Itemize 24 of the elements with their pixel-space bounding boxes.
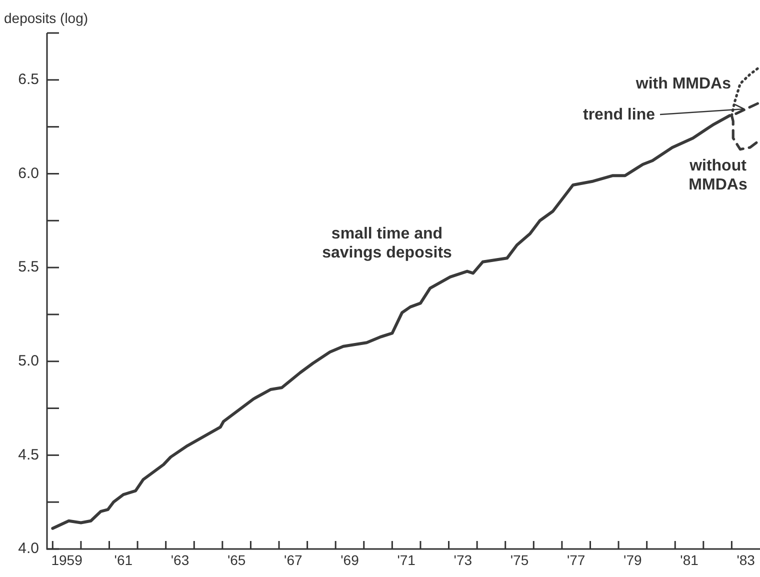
x-tick-label: '83 bbox=[736, 552, 756, 568]
x-tick-label: '73 bbox=[454, 552, 472, 568]
x-tick-label: '81 bbox=[680, 552, 699, 568]
series-label: small time and savings deposits bbox=[322, 225, 452, 262]
x-tick-label: '71 bbox=[397, 552, 416, 568]
x-tick-label: '67 bbox=[284, 552, 302, 568]
series-label: without MMDAs bbox=[688, 157, 748, 194]
y-tick-label: 5.0 bbox=[18, 352, 39, 370]
x-tick-label: '61 bbox=[114, 552, 133, 568]
y-tick-label: 4.5 bbox=[18, 446, 39, 464]
x-tick-label: '65 bbox=[227, 552, 246, 568]
series-label: with MMDAs bbox=[634, 75, 732, 92]
x-tick-label: 1959 bbox=[51, 552, 83, 568]
y-axis-title: deposits (log) bbox=[4, 10, 88, 26]
y-tick-label: 5.5 bbox=[18, 258, 39, 276]
x-tick-label: '69 bbox=[340, 552, 360, 568]
y-tick-label: 6.5 bbox=[18, 71, 39, 88]
x-tick-label: '63 bbox=[170, 552, 190, 568]
x-tick-label: '75 bbox=[510, 552, 529, 568]
x-tick-label: '79 bbox=[624, 552, 642, 568]
y-tick-label: 4.0 bbox=[18, 540, 39, 558]
text: trend line bbox=[582, 106, 656, 124]
y-tick-label: 6.0 bbox=[18, 164, 39, 182]
x-tick-label: '77 bbox=[566, 552, 586, 568]
